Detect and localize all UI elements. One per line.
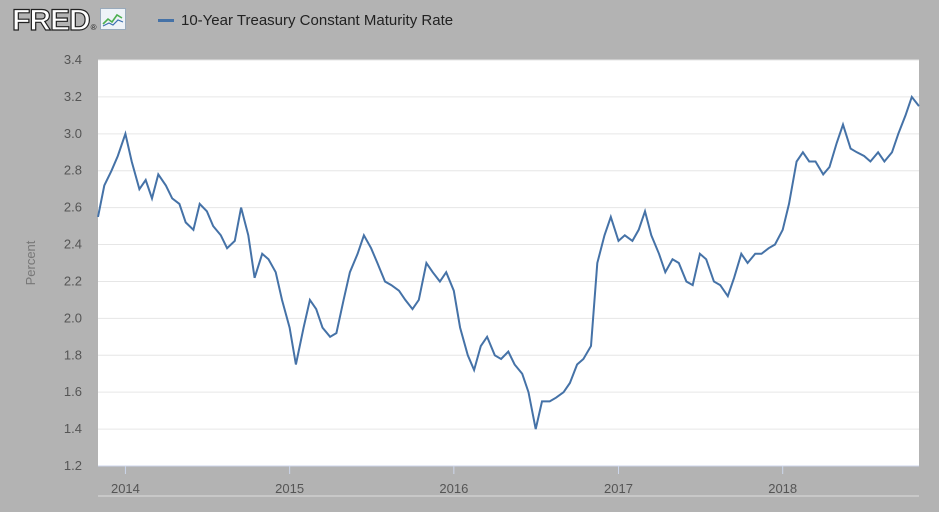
fred-logo[interactable]: FRED ® bbox=[11, 4, 126, 37]
y-tick-label: 3.2 bbox=[64, 89, 82, 104]
y-axis-label: Percent bbox=[23, 240, 38, 285]
y-tick-label: 2.6 bbox=[64, 200, 82, 215]
y-tick-label: 2.4 bbox=[64, 237, 82, 252]
x-axis-ticks: 2014 2015 2016 2017 2018 bbox=[111, 466, 797, 496]
y-axis-ticks: 1.2 1.4 1.6 1.8 2.0 2.2 2.4 2.6 2.8 3.0 3.2 3.4 bbox=[64, 52, 82, 473]
y-tick-label: 1.4 bbox=[64, 421, 82, 436]
y-tick-label: 1.2 bbox=[64, 458, 82, 473]
x-tick-label: 2015 bbox=[275, 481, 304, 496]
series-line[interactable] bbox=[97, 94, 920, 430]
logo-registered-mark: ® bbox=[90, 23, 97, 32]
grid-lines bbox=[98, 59, 919, 430]
y-tick-label: 3.4 bbox=[64, 52, 82, 67]
line-graph-icon bbox=[99, 7, 126, 35]
x-tick-label: 2018 bbox=[768, 481, 797, 496]
x-tick-label: 2014 bbox=[111, 481, 140, 496]
y-tick-label: 2.8 bbox=[64, 163, 82, 178]
y-tick-label: 1.8 bbox=[64, 347, 82, 362]
chart-header: FRED ® 10-Year Treasury Constant Maturit… bbox=[0, 0, 939, 44]
plot-area bbox=[98, 60, 919, 466]
y-tick-label: 1.6 bbox=[64, 384, 82, 399]
legend-swatch bbox=[158, 19, 174, 22]
y-tick-label: 2.2 bbox=[64, 273, 82, 288]
y-tick-label: 3.0 bbox=[64, 126, 82, 141]
logo-text: FRED bbox=[11, 4, 91, 37]
x-tick-label: 2016 bbox=[439, 481, 468, 496]
chart-legend: 10-Year Treasury Constant Maturity Rate bbox=[158, 12, 453, 29]
y-tick-label: 2.0 bbox=[64, 310, 82, 325]
legend-label: 10-Year Treasury Constant Maturity Rate bbox=[181, 12, 454, 29]
x-tick-label: 2017 bbox=[604, 481, 633, 496]
